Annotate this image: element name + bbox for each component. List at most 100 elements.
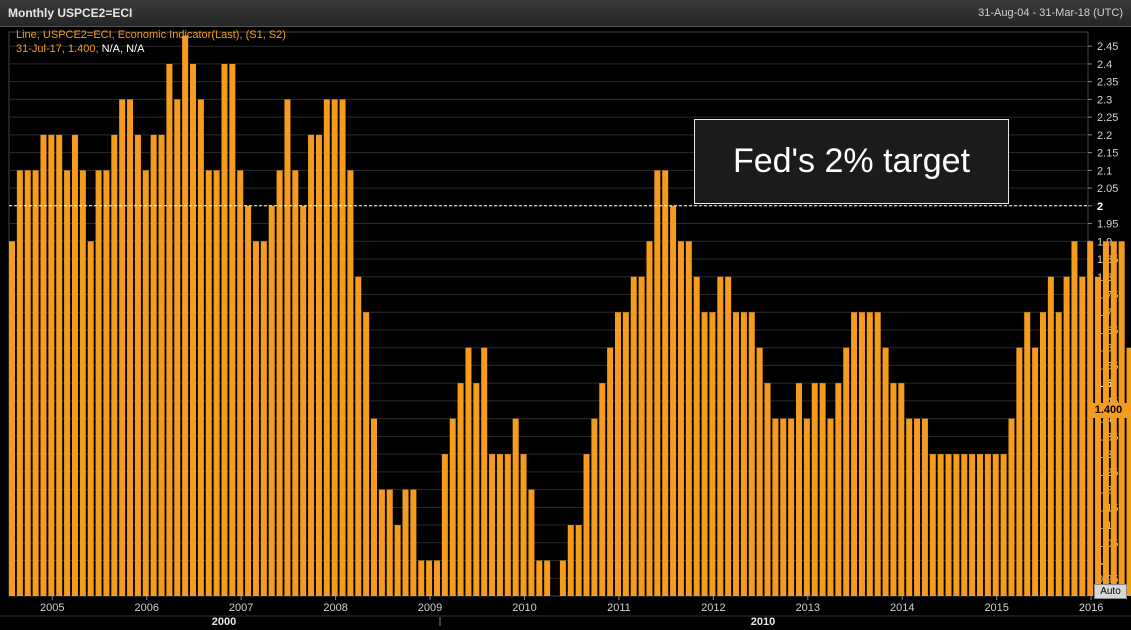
x-tick-label: 2013: [796, 602, 820, 614]
bar: [528, 489, 535, 596]
bar: [709, 312, 716, 596]
y-tick-label: 2.15: [1097, 148, 1118, 160]
bar: [119, 99, 126, 596]
bar: [1087, 241, 1094, 596]
bar: [433, 560, 440, 596]
bar: [630, 276, 637, 596]
bar: [662, 170, 669, 596]
bar: [599, 383, 606, 596]
bar: [520, 454, 527, 596]
bar: [504, 454, 511, 596]
bar: [756, 347, 763, 596]
bar: [182, 35, 189, 596]
bar: [725, 276, 732, 596]
bar: [748, 312, 755, 596]
bar: [906, 418, 913, 596]
bar: [969, 454, 976, 596]
bar: [79, 170, 86, 596]
x-tick-label: 2011: [607, 602, 631, 614]
bar: [363, 312, 370, 596]
bar: [150, 134, 157, 596]
bar: [308, 134, 315, 596]
bar: [1071, 241, 1078, 596]
bar: [835, 383, 842, 596]
bar: [1016, 347, 1023, 596]
bar: [331, 99, 338, 596]
bar: [614, 312, 621, 596]
legend: Line, USPCE2=ECI, Economic Indicator(Las…: [16, 28, 286, 56]
bar: [426, 560, 433, 596]
bar: [32, 170, 39, 596]
bar: [1110, 241, 1117, 596]
bar: [1095, 276, 1102, 596]
title-bar: Monthly USPCE2=ECI 31-Aug-04 - 31-Mar-18…: [0, 0, 1131, 27]
bar: [276, 170, 283, 596]
bar: [583, 454, 590, 596]
x-tick-label: 2006: [134, 602, 158, 614]
bar: [544, 560, 551, 596]
bar: [984, 454, 991, 596]
bar: [221, 63, 228, 596]
auto-scale-button[interactable]: Auto: [1094, 584, 1127, 599]
bar: [87, 241, 94, 596]
bar: [1063, 276, 1070, 596]
x-tick-label: 2012: [701, 602, 725, 614]
y-tick-label: 2.4: [1097, 59, 1112, 71]
legend-last-point: 31-Jul-17, 1.400,: [16, 43, 102, 55]
bar: [772, 418, 779, 596]
bar: [937, 454, 944, 596]
bar: [921, 418, 928, 596]
bar: [457, 383, 464, 596]
bar: [819, 383, 826, 596]
bar: [64, 170, 71, 596]
bar: [347, 170, 354, 596]
bar: [1047, 276, 1054, 596]
bar: [489, 454, 496, 596]
bar: [733, 312, 740, 596]
bar: [992, 454, 999, 596]
date-range: 31-Aug-04 - 31-Mar-18 (UTC): [978, 7, 1123, 19]
bar: [607, 347, 614, 596]
bar: [300, 205, 307, 596]
x-tick-label: 2014: [890, 602, 914, 614]
bar: [355, 276, 362, 596]
bar: [245, 205, 252, 596]
x-tick-label: 2016: [1079, 602, 1103, 614]
bar: [268, 205, 275, 596]
bar: [127, 99, 134, 596]
y-tick-label: 2.2: [1097, 130, 1112, 142]
bar: [418, 560, 425, 596]
bar: [410, 489, 417, 596]
bar: [858, 312, 865, 596]
bar: [339, 99, 346, 596]
bar: [237, 170, 244, 596]
decade-label: 2010: [751, 616, 775, 628]
bar: [567, 525, 574, 596]
bar: [481, 347, 488, 596]
bar: [9, 241, 15, 596]
bar: [575, 525, 582, 596]
bar: [56, 134, 63, 596]
bar: [945, 454, 952, 596]
x-tick-label: 2010: [512, 602, 536, 614]
bar: [866, 312, 873, 596]
bar: [465, 347, 472, 596]
bar: [929, 454, 936, 596]
bar-chart[interactable]: 0.9511.051.11.151.21.251.31.351.41.451.5…: [0, 26, 1131, 630]
x-tick-label: 2009: [418, 602, 442, 614]
bar: [1039, 312, 1046, 596]
bar: [622, 312, 629, 596]
bar: [591, 418, 598, 596]
bar: [213, 170, 220, 596]
bar: [764, 383, 771, 596]
y-tick-label: 2.35: [1097, 77, 1118, 89]
y-tick-label: 1.95: [1097, 219, 1118, 231]
decade-label: 2000: [212, 616, 236, 628]
y-tick-label: 2.3: [1097, 94, 1112, 106]
bar: [166, 63, 173, 596]
bar: [95, 170, 102, 596]
bar: [142, 170, 149, 596]
bar: [677, 241, 684, 596]
bar: [1055, 312, 1062, 596]
bar: [701, 312, 708, 596]
